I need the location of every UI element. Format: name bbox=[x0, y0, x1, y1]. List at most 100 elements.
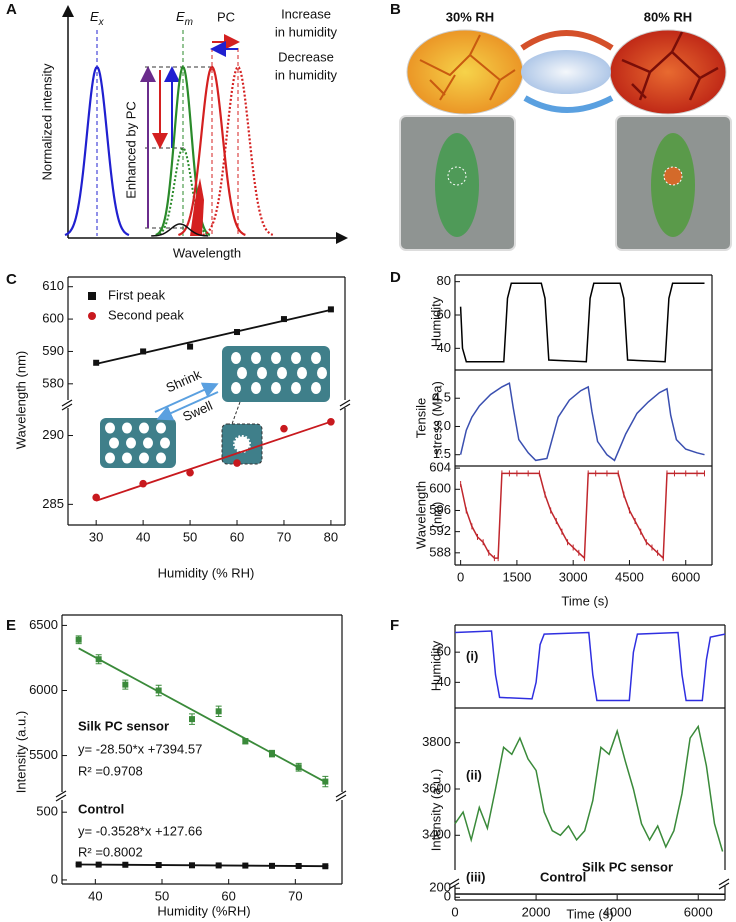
y-axis-label: Wavelength (nm) bbox=[13, 351, 28, 450]
point bbox=[327, 417, 335, 426]
point bbox=[295, 764, 302, 771]
legend-marker bbox=[88, 312, 96, 320]
y-tick-label: 6000 bbox=[29, 682, 58, 697]
pore bbox=[143, 437, 153, 449]
beetle bbox=[435, 133, 479, 237]
y-axis-label: Intensity (a.u.) bbox=[13, 711, 28, 793]
fit-line bbox=[78, 647, 326, 783]
y-tick-label: 604 bbox=[429, 460, 451, 475]
point bbox=[234, 329, 241, 336]
symbol-main: E bbox=[90, 9, 99, 24]
y-axis-label: Wavelength bbox=[413, 481, 428, 549]
x-tick-label: 70 bbox=[277, 529, 291, 544]
cracks bbox=[419, 34, 516, 101]
y-tick-label: 3800 bbox=[422, 734, 451, 749]
label: in humidity bbox=[275, 24, 338, 39]
y-tick-label: 60 bbox=[437, 306, 451, 321]
point bbox=[122, 861, 129, 868]
legend-marker bbox=[88, 292, 96, 300]
pore bbox=[122, 422, 132, 434]
pc-box bbox=[222, 346, 330, 402]
x-tick-label: 4500 bbox=[615, 569, 644, 584]
x-tick-label: 70 bbox=[288, 888, 302, 903]
pore bbox=[122, 452, 132, 464]
y-axis-label: Tensile bbox=[413, 398, 428, 438]
y-tick-label: 0 bbox=[51, 871, 58, 886]
pore bbox=[257, 367, 267, 379]
x-tick-label: 4000 bbox=[603, 904, 632, 919]
point bbox=[322, 863, 329, 870]
annotation: Silk PC sensor bbox=[582, 859, 673, 874]
annotation: Silk PC sensor bbox=[78, 718, 169, 733]
curve bbox=[177, 65, 246, 237]
pore bbox=[156, 452, 166, 464]
label: Decrease bbox=[278, 49, 334, 64]
x-tick-label: 2000 bbox=[522, 904, 551, 919]
y-tick-label: 596 bbox=[429, 502, 451, 517]
label: in humidity bbox=[275, 67, 338, 82]
y-axis-label: Humidity bbox=[428, 640, 443, 691]
pore bbox=[291, 352, 301, 364]
inset-label: Swell bbox=[180, 398, 215, 424]
y-tick-label: 1.5 bbox=[433, 446, 451, 461]
x-tick-label: 50 bbox=[183, 529, 197, 544]
point bbox=[75, 636, 82, 643]
pore bbox=[277, 367, 287, 379]
pore bbox=[109, 437, 119, 449]
pore bbox=[297, 367, 307, 379]
point bbox=[189, 716, 195, 723]
x-tick-label: 80 bbox=[324, 529, 338, 544]
annotation: y= -0.3528*x +127.66 bbox=[78, 823, 202, 838]
curve bbox=[151, 223, 209, 237]
x-axis-label: Humidity (% RH) bbox=[158, 565, 255, 580]
y-tick-label: 600 bbox=[429, 481, 451, 496]
line bbox=[454, 724, 724, 852]
y-axis-label: Intensity (a.u.) bbox=[428, 769, 443, 851]
pore bbox=[271, 352, 281, 364]
legend-label: First peak bbox=[108, 287, 166, 302]
line bbox=[459, 382, 705, 462]
label: PC bbox=[217, 9, 235, 24]
pore bbox=[231, 382, 241, 394]
x-tick-label: 6000 bbox=[671, 569, 700, 584]
pore bbox=[271, 382, 281, 394]
y-tick-label: 500 bbox=[36, 804, 58, 819]
panel-label: B bbox=[390, 1, 401, 18]
axis-label: Normalized intensity bbox=[39, 63, 54, 181]
annotation: R² =0.9708 bbox=[78, 763, 143, 778]
line bbox=[459, 472, 705, 560]
y-tick-label: 6500 bbox=[29, 617, 58, 632]
x-tick-label: 30 bbox=[89, 529, 103, 544]
point bbox=[186, 468, 194, 477]
point bbox=[322, 778, 329, 785]
y-tick-label: 3600 bbox=[422, 780, 451, 795]
pore bbox=[105, 422, 115, 434]
symbol: Ex bbox=[90, 9, 105, 27]
point bbox=[122, 681, 129, 688]
annotation: Control bbox=[78, 801, 124, 816]
line bbox=[459, 282, 705, 363]
x-tick-label: 0 bbox=[457, 569, 464, 584]
y-tick-label: 592 bbox=[429, 523, 451, 538]
legend-label: Second peak bbox=[108, 307, 184, 322]
pore bbox=[311, 352, 321, 364]
point bbox=[295, 862, 302, 869]
panel-label: D bbox=[390, 269, 401, 286]
y-tick-label: 40 bbox=[437, 340, 451, 355]
pore bbox=[311, 382, 321, 394]
panel-label: E bbox=[6, 617, 16, 634]
y-tick-label: 285 bbox=[42, 496, 64, 511]
line bbox=[454, 630, 726, 702]
pore bbox=[251, 352, 261, 364]
x-tick-label: 40 bbox=[88, 888, 102, 903]
curves bbox=[64, 65, 274, 237]
symbol-sub: m bbox=[185, 17, 193, 28]
curve bbox=[64, 65, 130, 237]
point bbox=[139, 479, 147, 488]
point bbox=[215, 708, 222, 715]
point bbox=[95, 861, 102, 868]
spot bbox=[447, 166, 467, 186]
x-tick-label: 6000 bbox=[684, 904, 713, 919]
symbol-main: E bbox=[176, 9, 185, 24]
